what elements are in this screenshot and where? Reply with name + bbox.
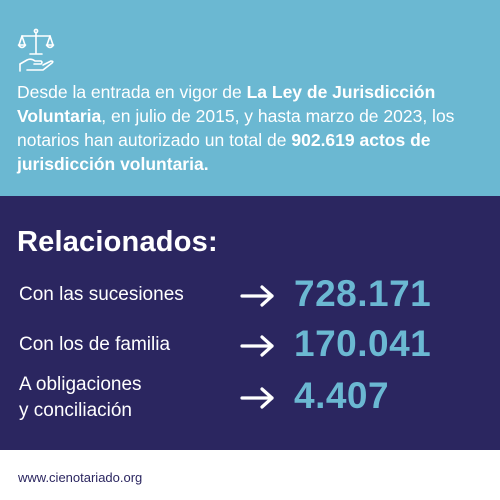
row-label: Con las sucesiones xyxy=(19,284,184,305)
scales-of-justice-icon xyxy=(17,28,55,72)
total-acts: 902.619 actos de jurisdicción voluntaria xyxy=(17,130,431,174)
row-value: 728.171 xyxy=(294,273,432,314)
arrow-right-icon xyxy=(240,285,274,307)
section-heading: Relacionados: xyxy=(17,226,218,258)
website-url[interactable]: www.cienotariado.org xyxy=(18,470,143,485)
row-value: 170.041 xyxy=(294,323,432,364)
row-label: Con los de familia xyxy=(19,334,171,355)
row-value: 4.407 xyxy=(294,375,390,416)
row-label-line1: A obligaciones xyxy=(19,374,142,395)
row-label-line2: y conciliación xyxy=(19,400,132,421)
law-name: La Ley de Jurisdicción Voluntaria xyxy=(17,82,436,126)
intro-text: Desde la entrada en vigor de La Ley de J… xyxy=(17,82,455,174)
arrow-right-icon xyxy=(240,387,274,409)
stats-panel: Relacionados: Con las sucesiones 728.171… xyxy=(0,196,500,450)
arrow-right-icon xyxy=(240,335,274,357)
intro-banner: Desde la entrada en vigor de La Ley de J… xyxy=(0,0,500,196)
